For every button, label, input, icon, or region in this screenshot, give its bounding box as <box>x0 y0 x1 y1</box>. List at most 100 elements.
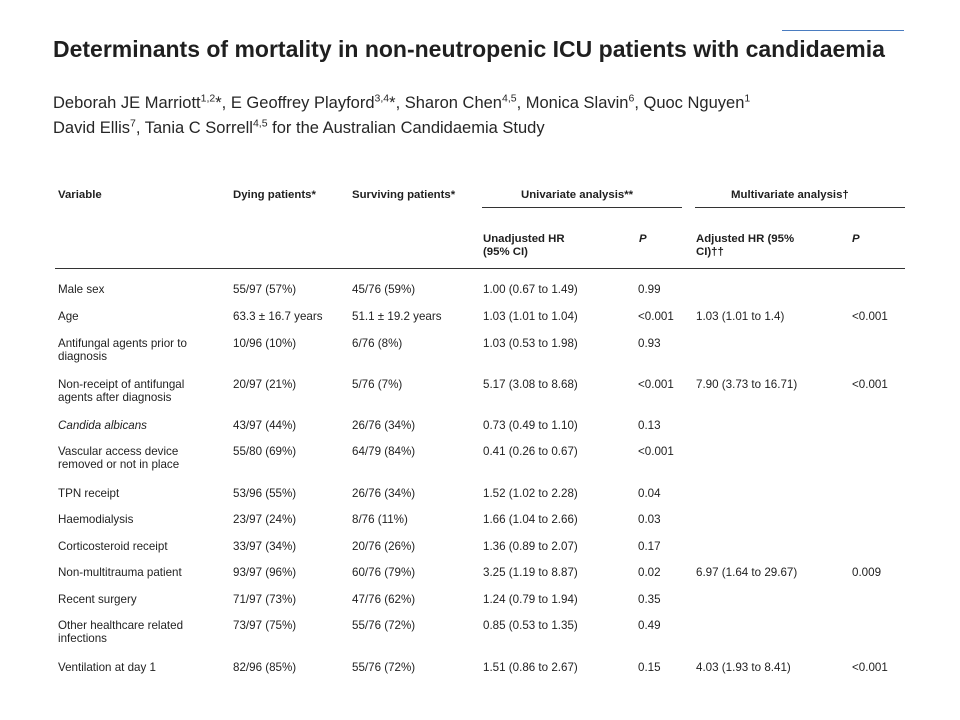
cell-variable: Ventilation at day 1 <box>58 661 156 674</box>
cell-p1: 0.99 <box>638 283 661 296</box>
cell-surviving: 8/76 (11%) <box>352 513 408 526</box>
cell-variable: Male sex <box>58 283 105 296</box>
cell-p1: 0.02 <box>638 566 661 579</box>
cell-unadj: 3.25 (1.19 to 8.87) <box>483 566 578 579</box>
cell-dying: 23/97 (24%) <box>233 513 297 526</box>
cell-surviving: 60/76 (79%) <box>352 566 416 579</box>
author-affiliation: 3,4 <box>374 92 390 105</box>
author-name: Sharon Chen <box>404 94 502 112</box>
cell-unadj: 1.52 (1.02 to 2.28) <box>483 487 578 500</box>
cell-p1: 0.93 <box>638 337 661 350</box>
cell-surviving: 47/76 (62%) <box>352 593 416 606</box>
author-affiliation: 4,5 <box>252 117 268 130</box>
cell-dying: 73/97 (75%) <box>233 619 297 632</box>
header-unadjusted-hr: Unadjusted HR (95% CI) <box>483 233 565 258</box>
cell-dying: 20/97 (21%) <box>233 378 297 391</box>
cell-unadj: 1.24 (0.79 to 1.94) <box>483 593 578 606</box>
cell-surviving: 51.1 ± 19.2 years <box>352 310 442 323</box>
cell-surviving: 6/76 (8%) <box>352 337 403 350</box>
cell-variable: Non-multitrauma patient <box>58 566 182 579</box>
cell-surviving: 26/76 (34%) <box>352 487 416 500</box>
cell-p1: <0.001 <box>638 445 674 458</box>
cell-p2: 0.009 <box>852 566 882 579</box>
header-dying: Dying patients* <box>233 189 316 201</box>
cell-variable: Non-receipt of antifungal agents after d… <box>58 378 185 404</box>
author-affiliation: 6 <box>628 92 635 105</box>
header-p-multivariate: P <box>852 233 860 245</box>
cell-variable: Candida albicans <box>58 419 147 432</box>
cell-unadj: 1.36 (0.89 to 2.07) <box>483 540 578 553</box>
header-surviving: Surviving patients* <box>352 189 456 201</box>
cell-dying: 93/97 (96%) <box>233 566 297 579</box>
author-name: Tania C Sorrell <box>144 119 253 137</box>
cell-unadj: 1.03 (1.01 to 1.04) <box>483 310 578 323</box>
author-separator: for the Australian Candidaemia Study <box>267 119 545 137</box>
author-name: E Geoffrey Playford <box>230 94 375 112</box>
cell-unadj: 0.41 (0.26 to 0.67) <box>483 445 578 458</box>
cell-p1: <0.001 <box>638 378 674 391</box>
cell-variable: Antifungal agents prior to diagnosis <box>58 337 187 363</box>
author-separator: , <box>516 94 526 112</box>
author-name: Deborah JE Marriott <box>53 94 201 112</box>
author-separator: , <box>221 94 231 112</box>
header-adjusted-hr: Adjusted HR (95% CI)†† <box>696 233 795 258</box>
cell-surviving: 55/76 (72%) <box>352 619 416 632</box>
author-name: Monica Slavin <box>525 94 629 112</box>
author-affiliation: 1 <box>744 92 751 105</box>
cell-p2: <0.001 <box>852 310 888 323</box>
cell-unadj: 0.73 (0.49 to 1.10) <box>483 419 578 432</box>
cell-unadj: 1.51 (0.86 to 2.67) <box>483 661 578 674</box>
cell-dying: 55/80 (69%) <box>233 445 297 458</box>
cell-p1: 0.35 <box>638 593 661 606</box>
header-univariate: Univariate analysis** <box>521 189 634 201</box>
author-separator: , <box>395 94 405 112</box>
cell-unadj: 1.00 (0.67 to 1.49) <box>483 283 578 296</box>
cell-p1: 0.49 <box>638 619 661 632</box>
cell-variable: Recent surgery <box>58 593 137 606</box>
cell-variable: TPN receipt <box>58 487 120 500</box>
header-multivariate: Multivariate analysis† <box>731 189 849 201</box>
cell-variable: Haemodialysis <box>58 513 134 526</box>
cell-variable: Age <box>58 310 79 323</box>
author-name: Quoc Nguyen <box>643 94 745 112</box>
cell-adj: 1.03 (1.01 to 1.4) <box>696 310 785 323</box>
cell-surviving: 20/76 (26%) <box>352 540 416 553</box>
cell-adj: 4.03 (1.93 to 8.41) <box>696 661 791 674</box>
author-name: David Ellis <box>53 119 131 137</box>
author-affiliation: 7 <box>130 117 136 130</box>
cell-dying: 82/96 (85%) <box>233 661 297 674</box>
cell-surviving: 55/76 (72%) <box>352 661 416 674</box>
cell-dying: 71/97 (73%) <box>233 593 297 606</box>
cell-p1: 0.17 <box>638 540 661 553</box>
cell-dying: 53/96 (55%) <box>233 487 297 500</box>
author-list: Deborah JE Marriott1,2*, E Geoffrey Play… <box>53 91 933 141</box>
cell-unadj: 1.66 (1.04 to 2.66) <box>483 513 578 526</box>
cell-variable: Other healthcare related infections <box>58 619 184 645</box>
cell-surviving: 64/79 (84%) <box>352 445 416 458</box>
header-variable: Variable <box>58 189 102 201</box>
author-separator: , <box>634 94 644 112</box>
cell-adj: 6.97 (1.64 to 29.67) <box>696 566 798 579</box>
multivariate-rule <box>695 207 905 208</box>
header-bottom-rule <box>55 268 905 269</box>
cell-variable: Corticosteroid receipt <box>58 540 168 553</box>
header-p-univariate: P <box>639 233 647 245</box>
cell-p1: 0.03 <box>638 513 661 526</box>
cell-p2: <0.001 <box>852 661 888 674</box>
author-mark: * <box>215 94 222 112</box>
cell-dying: 43/97 (44%) <box>233 419 297 432</box>
cell-dying: 10/96 (10%) <box>233 337 297 350</box>
cell-p1: 0.15 <box>638 661 661 674</box>
cell-surviving: 26/76 (34%) <box>352 419 416 432</box>
cell-unadj: 1.03 (0.53 to 1.98) <box>483 337 578 350</box>
cell-unadj: 0.85 (0.53 to 1.35) <box>483 619 578 632</box>
author-mark: * <box>389 94 396 112</box>
cell-surviving: 5/76 (7%) <box>352 378 403 391</box>
author-separator: , <box>135 119 145 137</box>
cell-p1: 0.13 <box>638 419 661 432</box>
cell-dying: 33/97 (34%) <box>233 540 297 553</box>
author-affiliation: 1,2 <box>200 92 216 105</box>
page-title: Determinants of mortality in non-neutrop… <box>53 36 885 62</box>
cell-p1: <0.001 <box>638 310 674 323</box>
author-affiliation: 4,5 <box>501 92 517 105</box>
